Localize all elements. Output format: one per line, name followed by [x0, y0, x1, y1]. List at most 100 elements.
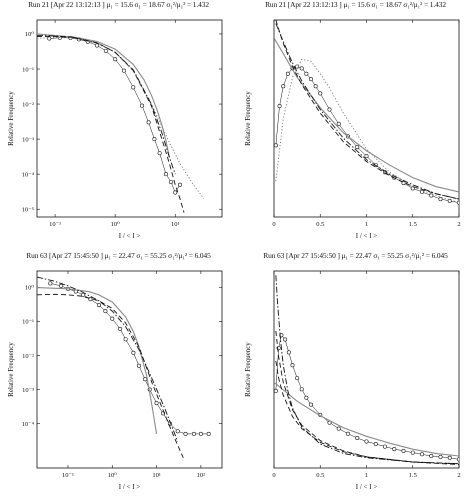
y-tick-label: 10⁻⁴ — [22, 171, 35, 178]
data-point — [123, 337, 128, 342]
data-point — [178, 182, 183, 187]
data-point — [281, 84, 286, 89]
data-point — [103, 309, 108, 314]
data-line — [50, 283, 209, 435]
series-group — [37, 276, 211, 458]
chart-canvas: 0 0.5 1 1.5 2 I / < I > Relative Frequency — [244, 270, 461, 491]
x-tick-label: 1.5 — [409, 472, 417, 479]
plot-frame — [36, 270, 223, 469]
data-point — [95, 43, 100, 48]
data-point — [304, 395, 309, 400]
y-tick-label: 10⁰ — [25, 31, 35, 38]
model-curve — [275, 360, 459, 465]
data-point — [447, 455, 452, 460]
chart-run21-loglog: Run 21 [Apr 22 13:12:13 ] μ₁ = 15.6 σ₁ =… — [0, 0, 237, 251]
data-point — [355, 436, 360, 441]
x-tick-label: 2 — [457, 472, 460, 479]
y-tick-label: 10⁻⁵ — [22, 207, 34, 214]
data-point — [295, 376, 300, 381]
data-point — [410, 450, 415, 455]
x-tick-label: 0.5 — [316, 221, 324, 228]
data-point — [175, 429, 180, 434]
y-tick-label: 10⁻² — [22, 101, 34, 108]
x-tick-label: 10⁰ — [108, 472, 118, 479]
model-curve — [37, 35, 176, 175]
data-point — [157, 151, 162, 156]
x-tick-label: 10⁰ — [111, 221, 121, 228]
y-axis-label: Relative Frequency — [7, 91, 15, 146]
data-point — [290, 363, 295, 368]
data-point — [283, 337, 288, 342]
data-point — [163, 172, 168, 177]
data-point — [438, 454, 443, 459]
data-point — [299, 66, 304, 71]
y-tick-label: 10⁻¹ — [22, 66, 34, 73]
data-point — [169, 179, 174, 184]
data-point — [392, 447, 397, 452]
data-point — [136, 363, 141, 368]
series-group — [37, 33, 205, 213]
data-point — [401, 448, 406, 453]
data-point — [96, 303, 101, 308]
x-axis-label: I / < I > — [356, 483, 378, 491]
data-point — [438, 197, 443, 202]
x-tick-label: 10¹ — [152, 472, 161, 479]
data-point — [309, 77, 314, 82]
data-point — [274, 388, 278, 393]
model-curve — [274, 381, 459, 457]
plot-frame — [36, 19, 223, 218]
data-point — [318, 91, 323, 96]
data-point — [103, 48, 108, 53]
model-curve — [275, 275, 459, 465]
data-point — [146, 120, 151, 125]
chart-run63-linear: Run 63 [Apr 27 15:45:50 ] μ₁ = 22.47 σ₁ … — [237, 251, 474, 502]
y-axis-label: Relative Frequency — [244, 342, 252, 397]
data-point — [286, 350, 291, 355]
x-tick-label: 2 — [457, 221, 460, 228]
data-point — [336, 426, 341, 431]
data-point — [152, 137, 157, 142]
data-point — [355, 145, 360, 150]
chart-title: Run 63 [Apr 27 15:45:50 ] μ₁ = 22.47 σ₁ … — [263, 251, 448, 260]
data-point — [420, 452, 425, 457]
chart-canvas: 10⁻¹ 10⁰ 10¹ 10⁰ 10⁻¹ 10⁻² 10⁻³ 10⁻⁴ 10⁻⁵ I / < I… — [7, 19, 223, 240]
data-point — [118, 326, 123, 331]
data-point — [154, 401, 159, 406]
chart-run63-loglog: Run 63 [Apr 27 15:45:50 ] μ₁ = 22.47 σ₁ … — [0, 251, 237, 502]
data-point — [274, 143, 278, 148]
data-point — [81, 292, 86, 297]
x-tick-label: 0 — [272, 221, 275, 228]
data-point — [364, 154, 369, 159]
model-curve — [37, 35, 185, 213]
data-point — [121, 68, 126, 73]
model-curve — [37, 33, 170, 158]
model-curve — [274, 37, 459, 193]
data-point — [336, 121, 341, 126]
data-point — [110, 316, 115, 321]
x-tick-label: 10¹ — [171, 221, 180, 228]
x-axis-label: I / < I > — [356, 232, 378, 240]
data-point — [364, 439, 369, 444]
data-point — [173, 190, 178, 195]
data-point — [457, 457, 459, 462]
data-point — [346, 431, 351, 436]
chart-title: Run 21 [Apr 22 13:12:13 ] μ₁ = 15.6 σ₁ =… — [28, 0, 209, 9]
data-point — [198, 431, 203, 436]
data-point — [285, 71, 290, 76]
model-curve — [37, 287, 158, 434]
y-tick-label: 10⁻³ — [22, 136, 34, 143]
data-point — [206, 431, 211, 436]
data-point — [299, 387, 304, 392]
data-point — [420, 189, 425, 194]
x-axis-label: I / < I > — [119, 232, 141, 240]
x-tick-label: 1.5 — [409, 221, 417, 228]
data-point — [313, 84, 318, 89]
x-tick-label: 10⁻¹ — [49, 221, 61, 228]
data-point — [309, 402, 314, 407]
data-point — [327, 107, 332, 112]
data-point — [429, 454, 434, 459]
y-axis-label: Relative Frequency — [244, 91, 252, 146]
y-tick-label: 10⁻² — [22, 353, 34, 360]
data-point — [277, 103, 282, 108]
data-point — [183, 431, 188, 436]
